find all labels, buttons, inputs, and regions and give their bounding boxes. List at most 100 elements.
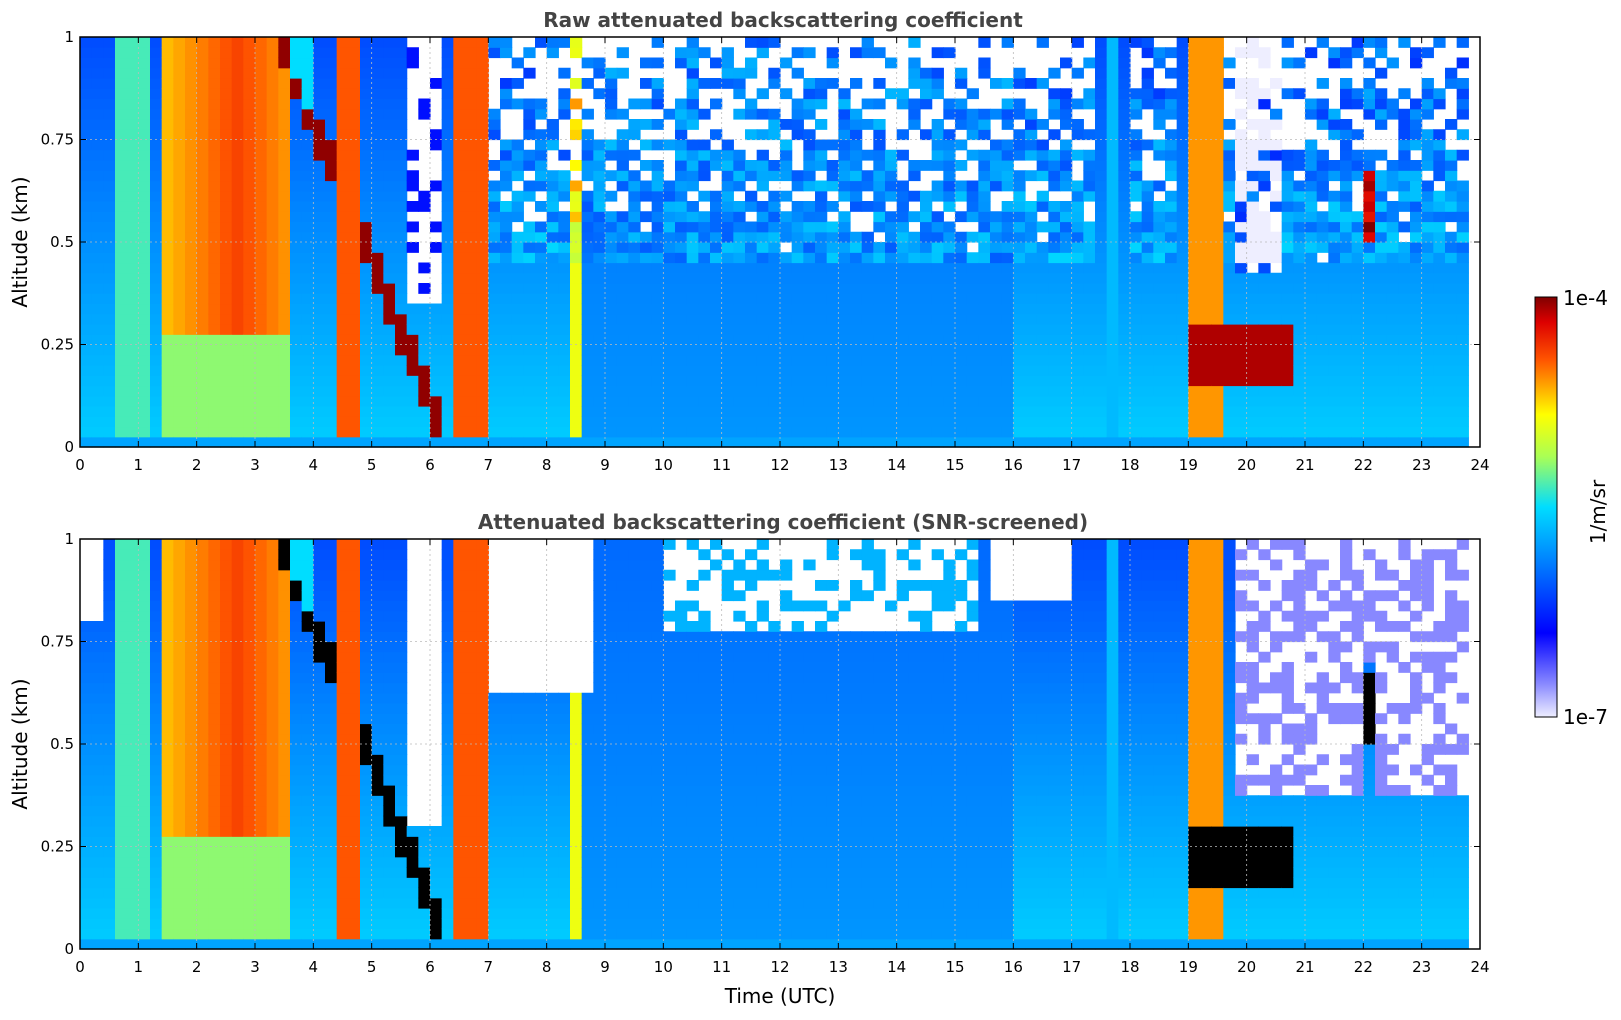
heatmap-cell (966, 436, 979, 448)
heatmap-cell (360, 436, 373, 448)
heatmap-cell (278, 559, 291, 571)
heatmap-cell (745, 252, 758, 264)
heatmap-cell (290, 754, 303, 766)
heatmap-cell (278, 877, 291, 889)
heatmap-cell (1118, 354, 1131, 366)
heatmap-cell (896, 252, 909, 264)
heatmap-cell (1421, 78, 1434, 89)
heatmap-cell (1106, 170, 1119, 182)
heatmap-cell (1328, 211, 1341, 223)
heatmap-cell (1421, 108, 1434, 120)
heatmap-cell (1328, 129, 1341, 141)
heatmap-cell (838, 416, 851, 428)
heatmap-cell (150, 610, 163, 622)
heatmap-cell (161, 549, 174, 561)
heatmap-cell (966, 426, 979, 438)
heatmap-cell (850, 272, 863, 284)
heatmap-cell (488, 119, 501, 130)
heatmap-cell (185, 365, 198, 376)
heatmap-cell (301, 395, 314, 407)
heatmap-cell (1071, 344, 1084, 356)
heatmap-cell (523, 385, 536, 397)
heatmap-cell (791, 252, 804, 264)
heatmap-cell (1095, 57, 1108, 69)
heatmap-cell (500, 365, 513, 376)
heatmap-cell (1036, 385, 1049, 397)
heatmap-cell (815, 283, 828, 294)
heatmap-cell (383, 37, 396, 48)
heatmap-cell (1316, 149, 1329, 161)
heatmap-cell (1421, 139, 1434, 151)
heatmap-cell (1176, 426, 1189, 438)
heatmap-cell (733, 211, 746, 223)
heatmap-cell (161, 262, 174, 274)
heatmap-cell (185, 928, 198, 940)
heatmap-cell (336, 98, 349, 110)
heatmap-cell (255, 221, 268, 233)
heatmap-cell (1118, 313, 1131, 325)
heatmap-area (80, 539, 1469, 950)
heatmap-cell (126, 938, 139, 950)
heatmap-cell (173, 231, 186, 243)
heatmap-cell (663, 365, 676, 376)
heatmap-cell (1363, 354, 1376, 366)
heatmap-cell (91, 354, 104, 366)
y-tick-label: 0 (64, 438, 74, 456)
heatmap-cell (1071, 365, 1084, 376)
heatmap-cell (185, 897, 198, 909)
heatmap-cell (185, 631, 198, 643)
heatmap-cell (290, 836, 303, 848)
heatmap-cell (383, 416, 396, 428)
heatmap-cell (873, 385, 886, 397)
heatmap-cell (138, 549, 151, 561)
heatmap-cell (1165, 201, 1178, 212)
heatmap-cell (418, 313, 431, 325)
heatmap-cell (1281, 426, 1294, 438)
heatmap-cell (313, 385, 326, 397)
heatmap-cell (908, 211, 921, 223)
heatmap-cell (990, 313, 1003, 325)
heatmap-cell (1211, 139, 1224, 151)
heatmap-cell (243, 272, 256, 284)
heatmap-cell (1398, 221, 1411, 233)
heatmap-cell (1048, 324, 1061, 335)
heatmap-cell (908, 262, 921, 274)
heatmap-cell (1305, 313, 1318, 325)
heatmap-cell (558, 88, 571, 100)
heatmap-cell (1036, 272, 1049, 284)
heatmap-cell (1060, 57, 1073, 69)
heatmap-cell (150, 88, 163, 100)
heatmap-cell (908, 426, 921, 438)
heatmap-cell (1165, 262, 1178, 274)
heatmap-cell (418, 262, 431, 274)
heatmap-cell (1305, 242, 1318, 253)
heatmap-cell (850, 108, 863, 120)
heatmap-cell (500, 231, 513, 243)
heatmap-cell (91, 744, 104, 755)
heatmap-cell (313, 313, 326, 325)
heatmap-cell (885, 344, 898, 356)
heatmap-cell (511, 262, 524, 274)
heatmap-cell (1130, 334, 1143, 346)
heatmap-cell (1106, 365, 1119, 376)
heatmap-cell (185, 375, 198, 387)
heatmap-cell (745, 108, 758, 120)
heatmap-cell (1176, 160, 1189, 171)
heatmap-cell (721, 385, 734, 397)
heatmap-cell (266, 682, 279, 694)
heatmap-cell (243, 897, 256, 909)
heatmap-cell (1340, 190, 1353, 202)
heatmap-cell (255, 160, 268, 171)
heatmap-cell (395, 334, 408, 346)
heatmap-cell (1316, 354, 1329, 366)
heatmap-cell (1281, 180, 1294, 192)
heatmap-cell (1153, 313, 1166, 325)
heatmap-cell (990, 375, 1003, 387)
heatmap-cell (803, 252, 816, 264)
heatmap-cell (196, 324, 209, 335)
heatmap-cell (966, 385, 979, 397)
heatmap-cell (908, 293, 921, 305)
heatmap-cell (1130, 170, 1143, 182)
heatmap-cell (138, 651, 151, 663)
heatmap-cell (231, 211, 244, 223)
